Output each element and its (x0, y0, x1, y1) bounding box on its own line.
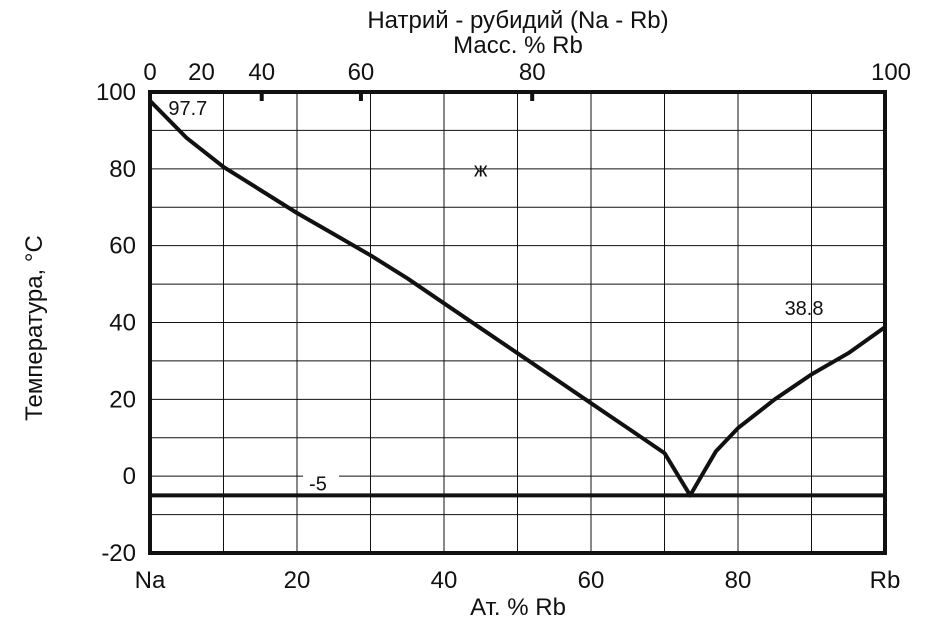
y-tick-label: 100 (96, 79, 136, 106)
x-tick-label: Rb (870, 567, 901, 594)
y-tick-label: 20 (109, 386, 136, 413)
top-axis-label: Масс. % Rb (453, 32, 583, 59)
x-tick-label: 40 (431, 567, 458, 594)
mass-tick-label: 40 (248, 59, 275, 86)
mass-tick-label: 60 (348, 59, 375, 86)
grid-lines (150, 92, 885, 553)
annotation-label: ж (474, 160, 488, 182)
annotation-label: 38.8 (785, 298, 824, 320)
annotation-label: -5 (309, 473, 327, 495)
y-tick-label: 80 (109, 156, 136, 183)
x-tick-label: Na (135, 567, 166, 594)
x-tick-label: 80 (725, 567, 752, 594)
y-tick-label: -20 (101, 540, 136, 567)
y-tick-label: 60 (109, 233, 136, 260)
y-tick-label: 0 (123, 463, 136, 490)
annotations-group: 97.7 ж 38.8 -5 (168, 98, 823, 496)
x-axis-label: Ат. % Rb (470, 594, 566, 621)
y-axis-label: Температура, °C (21, 235, 48, 421)
x-tick-label: 20 (284, 567, 311, 594)
mass-tick-label: 20 (188, 59, 215, 86)
liquidus-line-rb (688, 325, 887, 498)
mass-tick-label: 80 (519, 59, 546, 86)
annotation-background (303, 470, 340, 493)
series-group (148, 98, 887, 498)
x-tick-label: 60 (578, 567, 605, 594)
annotation-label: 97.7 (168, 98, 207, 120)
chart-title: Натрий - рубидий (Na - Rb) (367, 7, 668, 34)
y-tick-label: 40 (109, 310, 136, 337)
liquidus-line-na (148, 98, 693, 498)
mass-tick-label: 0 (143, 59, 156, 86)
mass-tick-label: 100 (871, 59, 911, 86)
plot-frame (148, 90, 887, 555)
